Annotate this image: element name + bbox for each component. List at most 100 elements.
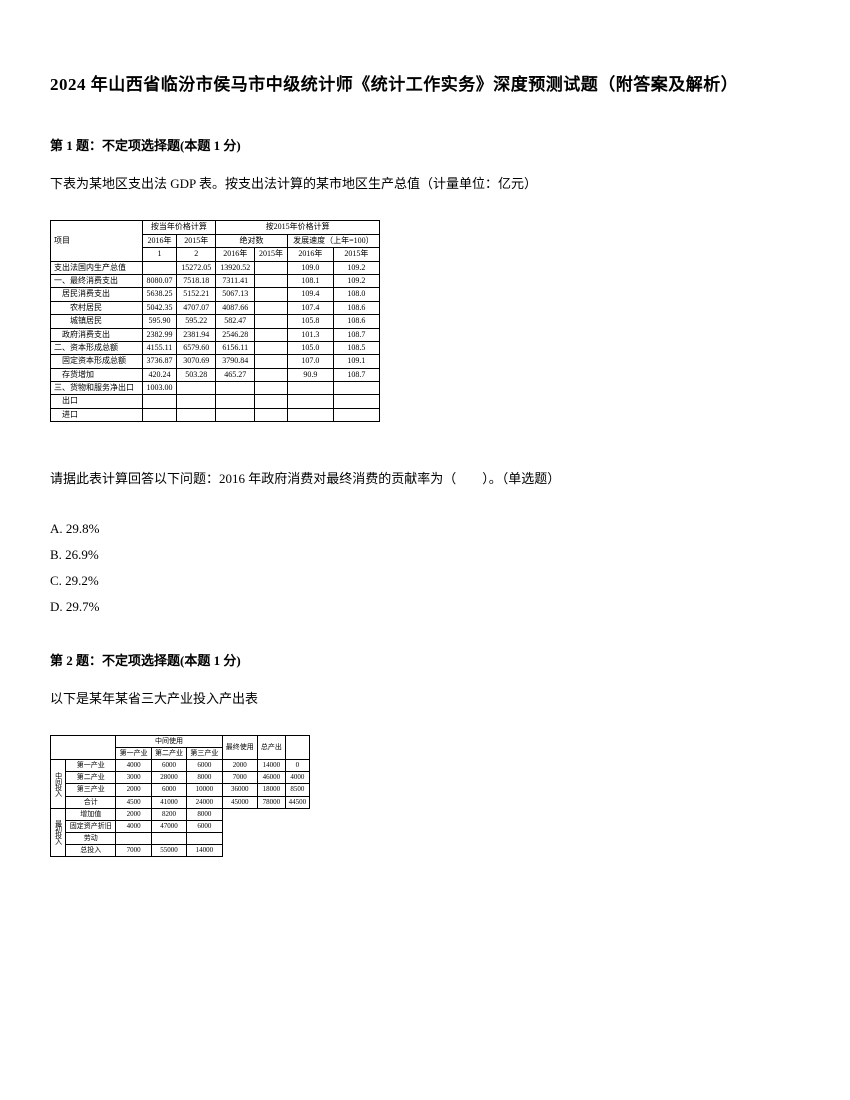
- table-cell: [177, 408, 216, 421]
- table-cell: 10000: [187, 784, 222, 796]
- y2015c: 2015年: [333, 248, 379, 261]
- table-cell: [255, 274, 288, 287]
- t2-col3: 最终使用: [222, 736, 257, 760]
- table-cell: 14000: [187, 844, 222, 856]
- table-row-label: 三、货物和服务净出口: [51, 382, 143, 395]
- table-cell: 107.0: [287, 355, 333, 368]
- table-cell: 108.6: [333, 301, 379, 314]
- table-row-label: 一、最终消费支出: [51, 274, 143, 287]
- t2-col2: 第三产业: [187, 748, 222, 760]
- table-cell: 44500: [285, 796, 309, 808]
- table-cell: 108.6: [333, 315, 379, 328]
- table-row-label: 支出法国内生产总值: [51, 261, 143, 274]
- table-row-label: 第二产业: [66, 772, 116, 784]
- table-cell: 2000: [222, 760, 257, 772]
- table-cell: [177, 382, 216, 395]
- y2016c: 2016年: [287, 248, 333, 261]
- table-cell: 28000: [151, 772, 186, 784]
- side-label-top: 中间投入: [51, 760, 66, 808]
- table-cell: 41000: [151, 796, 186, 808]
- table-cell: 4000: [116, 820, 151, 832]
- t2-col4: 总产出: [257, 736, 285, 760]
- table-cell: 4500: [116, 796, 151, 808]
- table-cell: [255, 261, 288, 274]
- table-cell: 45000: [222, 796, 257, 808]
- table-cell: 5042.35: [142, 301, 177, 314]
- table-cell: 78000: [257, 796, 285, 808]
- header-group1: 按当年价格计算: [142, 221, 216, 234]
- table-cell: 8080.07: [142, 274, 177, 287]
- cell: 1: [142, 248, 177, 261]
- option-a: A. 29.8%: [50, 516, 800, 542]
- table-cell: 105.8: [287, 315, 333, 328]
- table-row-label: 农村居民: [51, 301, 143, 314]
- table-cell: 46000: [257, 772, 285, 784]
- table-cell: 13920.52: [216, 261, 255, 274]
- table-cell: 14000: [257, 760, 285, 772]
- table-cell: [187, 832, 222, 844]
- t2-col1: 第二产业: [151, 748, 186, 760]
- table-cell: [116, 832, 151, 844]
- table-cell: [255, 341, 288, 354]
- table-cell: 6000: [187, 760, 222, 772]
- table-cell: 36000: [222, 784, 257, 796]
- table-cell: 8500: [285, 784, 309, 796]
- sub-h2: 发展速度（上年=100）: [287, 234, 379, 247]
- y2015b: 2015年: [255, 248, 288, 261]
- table-cell: 465.27: [216, 368, 255, 381]
- table-cell: 4000: [285, 772, 309, 784]
- table-cell: [142, 261, 177, 274]
- table-cell: 109.0: [287, 261, 333, 274]
- table-cell: [255, 355, 288, 368]
- table-cell: [255, 301, 288, 314]
- table-cell: 109.4: [287, 288, 333, 301]
- table-cell: 595.90: [142, 315, 177, 328]
- sub-h1: 绝对数: [216, 234, 288, 247]
- table-cell: 3790.84: [216, 355, 255, 368]
- table-cell: 105.0: [287, 341, 333, 354]
- table-row-label: 固定资本形成总额: [51, 355, 143, 368]
- q1-text: 下表为某地区支出法 GDP 表。按支出法计算的某市地区生产总值（计量单位：亿元）: [50, 172, 800, 195]
- table-row-label: 劳动: [66, 832, 116, 844]
- table-cell: [255, 288, 288, 301]
- table-cell: 55000: [151, 844, 186, 856]
- table-cell: [255, 315, 288, 328]
- table-cell: 595.22: [177, 315, 216, 328]
- option-c: C. 29.2%: [50, 568, 800, 594]
- table-cell: 2000: [116, 808, 151, 820]
- table-cell: 582.47: [216, 315, 255, 328]
- cell: 2: [177, 248, 216, 261]
- table-cell: 6000: [151, 784, 186, 796]
- page-title: 2024 年山西省临汾市侯马市中级统计师《统计工作实务》深度预测试题（附答案及解…: [50, 70, 800, 95]
- table-cell: 2000: [116, 784, 151, 796]
- table-row-label: 合计: [66, 796, 116, 808]
- col-item-header: 项目: [51, 221, 143, 261]
- q2-text: 以下是某年某省三大产业投入产出表: [50, 687, 800, 710]
- table-row-label: 二、资本形成总额: [51, 341, 143, 354]
- table-cell: [216, 395, 255, 408]
- table-cell: 7000: [116, 844, 151, 856]
- table-cell: 5152.21: [177, 288, 216, 301]
- table-cell: 107.4: [287, 301, 333, 314]
- table-row-label: 出口: [51, 395, 143, 408]
- table-cell: [255, 408, 288, 421]
- table-cell: 108.7: [333, 328, 379, 341]
- table-cell: 6579.60: [177, 341, 216, 354]
- y2015: 2015年: [177, 234, 216, 247]
- q1-header: 第 1 题：不定项选择题(本题 1 分): [50, 135, 800, 154]
- table-cell: [255, 328, 288, 341]
- table-cell: 108.1: [287, 274, 333, 287]
- table-cell: 24000: [187, 796, 222, 808]
- table-cell: [142, 395, 177, 408]
- table-cell: [333, 395, 379, 408]
- table-cell: 108.5: [333, 341, 379, 354]
- table-cell: [255, 382, 288, 395]
- table-cell: 101.3: [287, 328, 333, 341]
- table-cell: [151, 832, 186, 844]
- table-cell: [333, 408, 379, 421]
- table-cell: 109.2: [333, 261, 379, 274]
- table-cell: 0: [285, 760, 309, 772]
- table-cell: 420.24: [142, 368, 177, 381]
- table-row-label: 城镇居民: [51, 315, 143, 328]
- table-cell: 47000: [151, 820, 186, 832]
